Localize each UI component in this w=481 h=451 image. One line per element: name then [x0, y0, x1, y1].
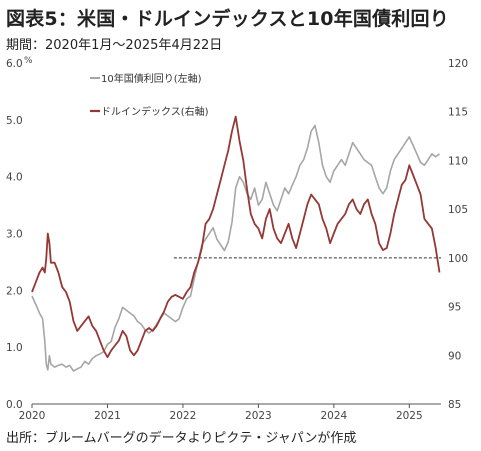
- left-tick-label: 6.0: [6, 58, 23, 70]
- right-axis-ticks: 85 90 95 100 105 110 115 120: [448, 58, 468, 411]
- x-tick-label: 2021: [94, 410, 121, 422]
- source-note: 出所：ブルームバーグのデータよりピクテ・ジャパンが作成: [6, 431, 357, 446]
- left-tick-label: 1.0: [6, 342, 23, 354]
- right-tick-label: 90: [448, 350, 461, 362]
- right-tick-label: 110: [448, 155, 468, 167]
- left-tick-label: 5.0: [6, 115, 23, 127]
- x-tick-label: 2020: [19, 410, 46, 422]
- right-tick-label: 95: [448, 302, 461, 314]
- legend-label-dollar: ドルインデックス(右軸): [101, 105, 209, 118]
- left-axis-ticks: 0.0 1.0 2.0 3.0 4.0 5.0 6.0: [6, 58, 23, 411]
- right-tick-label: 120: [448, 58, 468, 70]
- left-axis-unit: %: [24, 56, 33, 66]
- right-tick-label: 105: [448, 204, 468, 216]
- right-tick-label: 85: [448, 399, 461, 411]
- dollar-index-series-line: [31, 115, 441, 359]
- x-tick-label: 2024: [320, 410, 347, 422]
- yield-series-line: [31, 124, 440, 372]
- right-tick-label: 115: [448, 107, 468, 119]
- chart-subtitle: 期間：2020年1月～2025年4月22日: [6, 38, 223, 53]
- legend: 10年国債利回り(左軸) ドルインデックス(右軸): [90, 72, 209, 118]
- right-tick-label: 100: [448, 253, 468, 265]
- x-tick-label: 2023: [245, 410, 272, 422]
- legend-label-yield: 10年国債利回り(左軸): [101, 72, 202, 85]
- x-tick-label: 2022: [170, 410, 197, 422]
- left-tick-label: 0.0: [6, 399, 23, 411]
- left-tick-label: 3.0: [6, 229, 23, 241]
- x-tick-label: 2025: [396, 410, 423, 422]
- chart-title: 図表5：米国・ドルインデックスと10年国債利回り: [6, 8, 449, 30]
- x-axis-ticks: 2020 2021 2022 2023 2024 2025: [19, 404, 423, 422]
- left-tick-label: 4.0: [6, 172, 23, 184]
- left-tick-label: 2.0: [6, 285, 23, 297]
